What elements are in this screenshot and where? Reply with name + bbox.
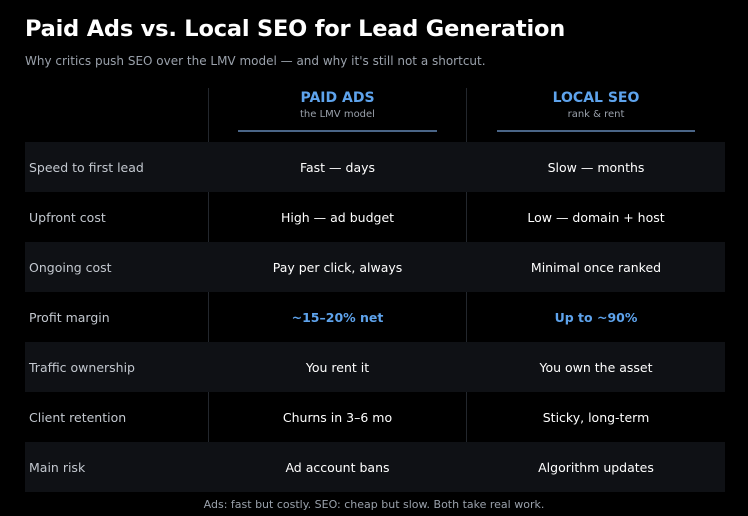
column-underline (497, 130, 695, 132)
paid-ads-cell: High — ad budget (280, 209, 395, 225)
paid-ads-cell: Fast — days (299, 159, 376, 175)
table-row: Client retention Churns in 3–6 mo Sticky… (25, 392, 725, 442)
local-seo-cell: Low — domain + host (527, 209, 665, 225)
column-underline (238, 130, 437, 132)
column-subtitle: the LMV model (300, 109, 375, 120)
row-label: Ongoing cost (29, 259, 112, 275)
paid-ads-cell: ~15–20% net (291, 309, 384, 325)
local-seo-cell: You own the asset (539, 359, 653, 375)
row-label: Profit margin (29, 309, 110, 325)
row-label: Speed to first lead (29, 159, 144, 175)
row-label: Main risk (29, 459, 86, 475)
column-header-local-seo: LOCAL SEO rank & rent (467, 88, 725, 142)
column-name: PAID ADS (300, 90, 375, 106)
table-row: Upfront cost High — ad budget Low — doma… (25, 192, 725, 242)
local-seo-cell: Slow — months (547, 159, 645, 175)
table-header: PAID ADS the LMV model LOCAL SEO rank & … (25, 88, 725, 142)
paid-ads-cell: Churns in 3–6 mo (282, 409, 393, 425)
table-row: Speed to first lead Fast — days Slow — m… (25, 142, 725, 192)
row-label: Traffic ownership (29, 359, 135, 375)
page-subtitle: Why critics push SEO over the LMV model … (25, 54, 486, 68)
column-name: LOCAL SEO (552, 90, 640, 106)
local-seo-cell: Up to ~90% (554, 309, 638, 325)
table-row: Traffic ownership You rent it You own th… (25, 342, 725, 392)
page-title: Paid Ads vs. Local SEO for Lead Generati… (25, 16, 566, 42)
local-seo-cell: Minimal once ranked (530, 259, 662, 275)
column-header-paid-ads: PAID ADS the LMV model (208, 88, 467, 142)
paid-ads-cell: You rent it (305, 359, 370, 375)
comparison-table: PAID ADS the LMV model LOCAL SEO rank & … (25, 88, 725, 492)
local-seo-cell: Algorithm updates (538, 459, 654, 475)
row-label: Client retention (29, 409, 127, 425)
local-seo-cell: Sticky, long-term (542, 409, 650, 425)
table-row: Main risk Ad account bans Algorithm upda… (25, 442, 725, 492)
row-label: Upfront cost (29, 209, 106, 225)
footer-note: Ads: fast but costly. SEO: cheap but slo… (203, 498, 545, 511)
table-row: Ongoing cost Pay per click, always Minim… (25, 242, 725, 292)
table-row: Profit margin ~15–20% net Up to ~90% (25, 292, 725, 342)
paid-ads-cell: Pay per click, always (272, 259, 403, 275)
column-subtitle: rank & rent (567, 109, 625, 120)
paid-ads-cell: Ad account bans (285, 459, 390, 475)
